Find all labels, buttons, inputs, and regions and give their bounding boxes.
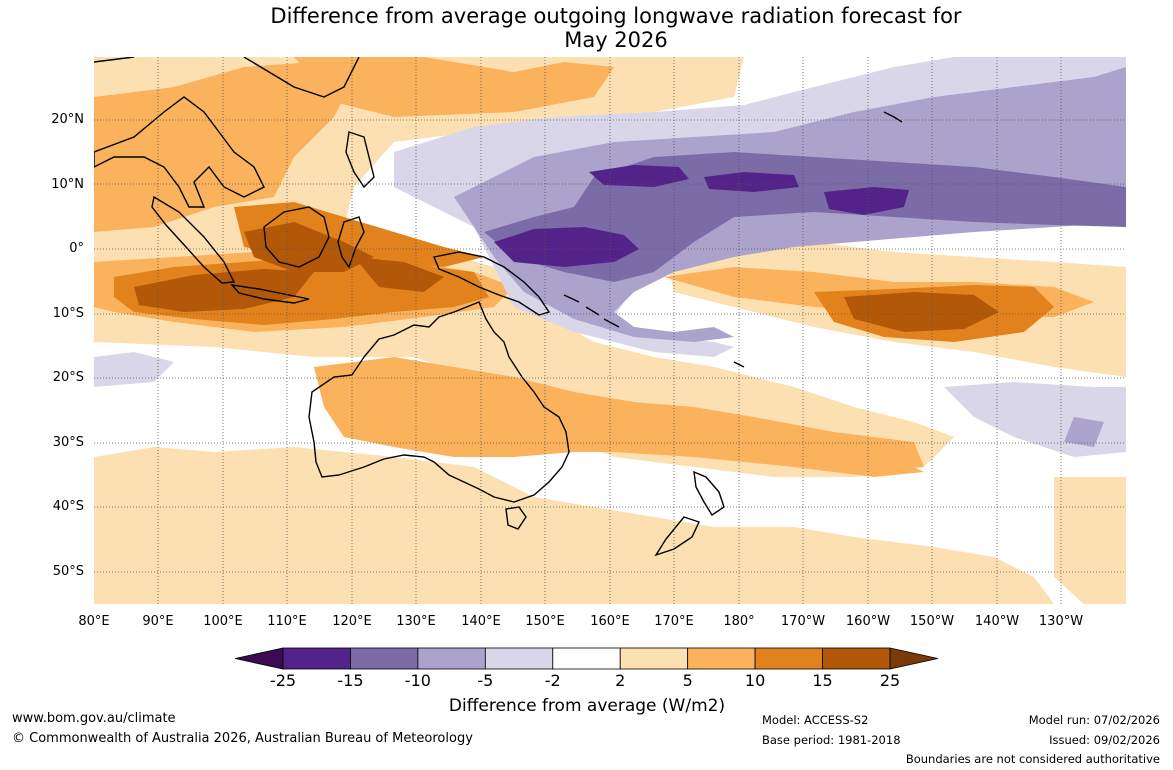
legend-tick-label: 5: [682, 671, 693, 690]
hawaii-outline: [883, 111, 903, 123]
lon-label-80e: 80°E: [78, 614, 110, 629]
lat-label-40s: 40°S: [52, 499, 84, 514]
footer-disclaimer: Boundaries are not considered authoritat…: [905, 752, 1160, 766]
anomaly-band-neg-15-to-25: [494, 165, 909, 267]
legend-title: Difference from average (W/m2): [448, 696, 726, 716]
footer-model: Model: ACCESS-S2: [762, 713, 869, 727]
legend-tick-label: -2: [544, 671, 561, 690]
lon-label-150e: 150°E: [525, 614, 565, 629]
lon-label-120e: 120°E: [332, 614, 372, 629]
lat-label-10n: 10°N: [51, 177, 84, 192]
colorbar-segment: [282, 647, 351, 670]
colorbar-segment: [484, 647, 554, 670]
se-asia-outline: [94, 96, 265, 208]
map-title: Difference from average outgoing longwav…: [0, 4, 1173, 52]
philippines-outline: [345, 131, 375, 189]
lon-label-160e: 160°E: [590, 614, 630, 629]
legend-tick-label: 2: [615, 671, 626, 690]
legend-tick-label: 10: [744, 671, 766, 690]
graticule: [94, 57, 1126, 604]
footer-issued: Issued: 09/02/2026: [1049, 733, 1160, 747]
lat-label-20s: 20°S: [52, 370, 84, 385]
lat-label-0: 0°: [69, 241, 84, 256]
map-canvas: [94, 57, 1126, 604]
lon-label-110e: 110°E: [267, 614, 307, 629]
legend-tick-label: -25: [269, 671, 297, 690]
legend-tick-label: -5: [477, 671, 494, 690]
asia-north-outline: [94, 57, 360, 98]
title-line-1: Difference from average outgoing longwav…: [270, 4, 962, 28]
lon-label-90e: 90°E: [142, 614, 174, 629]
footer-model-run: Model run: 07/02/2026: [1028, 713, 1160, 727]
sulawesi-outline: [337, 216, 365, 269]
lat-label-10s: 10°S: [52, 306, 84, 321]
title-line-2: May 2026: [564, 28, 668, 52]
solomon-islands-outline: [563, 294, 620, 328]
colorbar-segment: [822, 647, 891, 670]
colorbar-segment: [417, 647, 486, 670]
lon-label-140e: 140°E: [461, 614, 501, 629]
colorbar-extend-high: [889, 647, 939, 670]
legend-tick-label: -15: [337, 671, 364, 690]
lon-label-130e: 130°E: [396, 614, 436, 629]
footer-copyright: © Commonwealth of Australia 2026, Austra…: [12, 731, 473, 746]
new-guinea-outline: [433, 251, 551, 316]
lat-label-20n: 20°N: [51, 112, 84, 127]
lon-label-180: 180°: [723, 614, 755, 629]
australia-outline: [308, 301, 570, 503]
olr-anomaly-map: [94, 57, 1126, 604]
colorbar-segment: [754, 647, 823, 670]
legend-tick-label: 15: [812, 671, 833, 690]
coastlines: [94, 57, 903, 557]
footer-website[interactable]: www.bom.gov.au/climate: [12, 711, 176, 726]
colorbar-segment: [552, 647, 621, 670]
colorbar-extend-low: [234, 647, 284, 670]
legend-tick-label: -10: [404, 671, 431, 690]
lon-label-140w: 140°W: [974, 614, 1020, 629]
colorbar-segment: [687, 647, 756, 670]
lat-label-30s: 30°S: [52, 435, 84, 450]
footer-base-period: Base period: 1981-2018: [762, 733, 901, 747]
legend-colorbar: [234, 646, 939, 671]
lon-label-160w: 160°W: [845, 614, 891, 629]
lon-label-150w: 150°W: [909, 614, 955, 629]
colorbar-segment: [619, 647, 689, 670]
sumatra-outline: [151, 195, 236, 284]
java-outline: [230, 284, 310, 304]
lon-label-170w: 170°W: [780, 614, 826, 629]
lat-label-50s: 50°S: [52, 564, 84, 579]
colorbar-svg: [234, 647, 939, 670]
legend-tick-label: 25: [879, 671, 901, 690]
fiji-outline: [733, 361, 745, 368]
lon-label-170e: 170°E: [654, 614, 694, 629]
tasmania-outline: [505, 506, 527, 530]
colorbar-segment: [350, 647, 419, 670]
lon-label-100e: 100°E: [203, 614, 243, 629]
lon-label-130w: 130°W: [1038, 614, 1084, 629]
borneo-outline: [263, 206, 330, 268]
